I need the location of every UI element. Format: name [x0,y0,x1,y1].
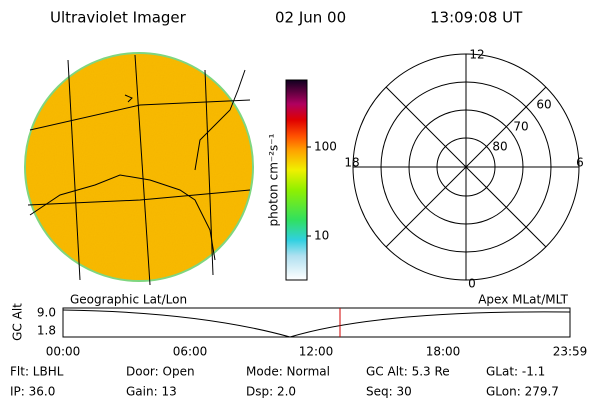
colorbar [285,79,308,281]
lat-label: 80 [492,140,507,154]
right-title: Apex MLat/MLT [478,293,568,307]
y-label: GC Alt [11,303,25,341]
footer-field: GLon: 279.7 [486,385,559,399]
time-label: 00:00 [46,345,81,359]
time-axis: 00:00 06:00 12:00 18:00 23:59 [46,345,588,359]
footer-field: GC Alt: 5.3 Re [366,365,450,379]
footer-field: Door: Open [126,365,195,379]
mlt-label: 6 [576,156,584,170]
footer-field: Gain: 13 [126,385,177,399]
orbit-frame [62,307,571,338]
time-label: 06:00 [173,345,208,359]
colorbar-label: 100 [314,140,337,154]
polar-grid [352,53,580,281]
time-label: 18:00 [426,345,461,359]
footer-field: GLat: -1.1 [486,365,545,379]
mlt-label: 0 [468,277,476,291]
date: 02 Jun 00 [275,9,346,27]
footer: Flt: LBHL Door: Open Mode: Normal GC Alt: 5… [10,365,559,399]
footer-field: Dsp: 2.0 [246,385,296,399]
altitude-curve [62,309,571,338]
uvi-image [24,52,254,286]
colorbar-label: 10 [314,229,329,243]
time-label: 12:00 [299,345,334,359]
footer-field: Seq: 30 [366,385,412,399]
lat-label: 70 [513,120,528,134]
colorbar-unit: photon cm⁻²s⁻¹ [267,133,281,226]
left-title: Geographic Lat/Lon [70,293,187,307]
time-label: 23:59 [553,345,588,359]
footer-field: IP: 36.0 [10,385,55,399]
time: 13:09:08 UT [430,9,523,27]
lat-label: 60 [536,98,551,112]
y-tick-label: 1.8 [37,324,56,338]
footer-field: Flt: LBHL [10,365,64,379]
footer-field: Mode: Normal [246,365,330,379]
mlt-label: 12 [469,48,484,62]
instrument: Ultraviolet Imager [50,9,187,27]
y-tick-label: 9.0 [37,306,56,320]
mlt-label: 18 [344,156,359,170]
